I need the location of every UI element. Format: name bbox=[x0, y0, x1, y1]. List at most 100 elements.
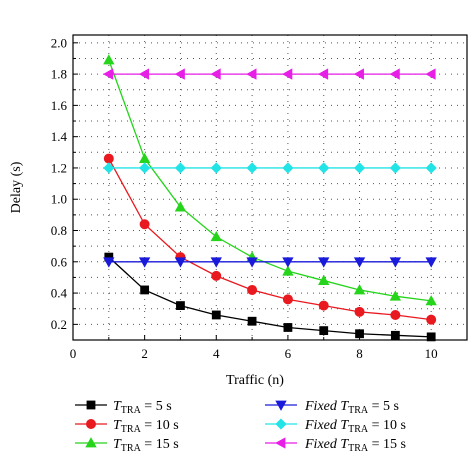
marker-triangle-left bbox=[353, 68, 364, 80]
legend: TTRA = 5 s TTRA = 10 s TTRA = 15 s Fixed TT… bbox=[75, 399, 406, 454]
legend-item: TTRA = 10 s bbox=[75, 418, 179, 435]
series-2 bbox=[103, 153, 437, 325]
marker-triangle-left bbox=[389, 68, 400, 80]
marker-triangle-up bbox=[318, 274, 330, 285]
marker-triangle-left bbox=[138, 68, 150, 80]
axis-ticks: 0 2 4 6 8 10 0.2 0.4 0.6 0.8 1.0 1.2 1.4 1.6 1.8 2.0 bbox=[51, 35, 468, 361]
marker-diamond bbox=[389, 162, 401, 174]
marker-diamond bbox=[282, 162, 294, 174]
marker-triangle-left bbox=[102, 68, 114, 80]
series-line bbox=[108, 256, 432, 338]
marker-circle bbox=[139, 219, 150, 230]
legend-item: Fixed TTRA = 10 s bbox=[265, 418, 406, 435]
marker-diamond bbox=[275, 418, 287, 430]
legend-item: TTRA = 5 s bbox=[75, 399, 172, 416]
series-6 bbox=[102, 68, 436, 80]
marker-triangle-up bbox=[425, 295, 437, 306]
marker-triangle-down bbox=[174, 257, 187, 268]
y-tick-label: 0.8 bbox=[51, 223, 67, 238]
marker-square bbox=[86, 400, 96, 410]
marker-triangle-left bbox=[246, 68, 257, 80]
series-line bbox=[108, 158, 432, 321]
marker-triangle-up bbox=[138, 152, 151, 163]
x-tick-label: 0 bbox=[70, 346, 77, 361]
y-tick-label: 1.4 bbox=[51, 129, 68, 144]
series-line bbox=[108, 59, 432, 302]
marker-diamond bbox=[210, 162, 222, 174]
marker-circle bbox=[86, 418, 97, 429]
series-1 bbox=[104, 252, 436, 342]
marker-triangle-down bbox=[275, 400, 287, 411]
marker-diamond bbox=[353, 162, 366, 174]
marker-triangle-down bbox=[318, 257, 330, 268]
marker-triangle-up bbox=[282, 265, 294, 276]
y-tick-label: 2.0 bbox=[51, 35, 67, 50]
y-axis-title: Delay (s) bbox=[9, 161, 24, 213]
marker-triangle-left bbox=[174, 68, 185, 80]
x-tick-label: 2 bbox=[141, 346, 148, 361]
marker-triangle-up bbox=[389, 290, 402, 301]
marker-triangle-up bbox=[103, 54, 115, 65]
marker-diamond bbox=[425, 162, 437, 174]
series-3 bbox=[103, 54, 437, 306]
series-5 bbox=[103, 162, 437, 174]
marker-triangle-up bbox=[85, 437, 97, 448]
legend-label: Fixed TTRA = 5 s bbox=[304, 399, 399, 416]
marker-triangle-left bbox=[282, 68, 293, 80]
marker-triangle-up bbox=[210, 230, 222, 242]
marker-circle bbox=[318, 300, 329, 311]
marker-square bbox=[319, 326, 329, 336]
marker-circle bbox=[282, 294, 293, 305]
marker-diamond bbox=[174, 162, 187, 174]
marker-triangle-down bbox=[138, 257, 151, 268]
x-tick-label: 8 bbox=[356, 346, 363, 361]
legend-item: TTRA = 15 s bbox=[75, 437, 179, 454]
marker-triangle-down bbox=[282, 257, 294, 268]
marker-circle bbox=[426, 314, 437, 325]
legend-label: Fixed TTRA = 10 s bbox=[304, 418, 406, 435]
y-tick-label: 1.0 bbox=[51, 192, 67, 207]
marker-circle bbox=[211, 270, 222, 281]
legend-label: Fixed TTRA = 15 s bbox=[304, 437, 406, 454]
marker-triangle-down bbox=[103, 257, 115, 268]
marker-square bbox=[211, 310, 221, 320]
y-tick-label: 1.6 bbox=[51, 98, 68, 113]
marker-triangle-down bbox=[210, 257, 222, 268]
marker-diamond bbox=[246, 162, 258, 174]
legend-item: Fixed TTRA = 5 s bbox=[265, 399, 399, 416]
marker-square bbox=[283, 323, 293, 332]
marker-triangle-left bbox=[317, 68, 329, 80]
series-4 bbox=[103, 257, 437, 268]
marker-triangle-up bbox=[174, 201, 187, 212]
marker-diamond bbox=[139, 162, 151, 174]
y-tick-label: 0.2 bbox=[51, 317, 67, 332]
marker-circle bbox=[354, 306, 365, 317]
marker-triangle-left bbox=[210, 68, 221, 80]
legend-item: Fixed TTRA = 15 s bbox=[265, 437, 406, 454]
marker-diamond bbox=[103, 162, 115, 174]
marker-triangle-up bbox=[353, 284, 366, 295]
marker-square bbox=[247, 316, 257, 326]
marker-triangle-left bbox=[275, 437, 286, 449]
marker-square bbox=[140, 285, 150, 295]
y-tick-label: 1.8 bbox=[51, 67, 67, 82]
marker-triangle-down bbox=[353, 257, 366, 268]
marker-circle bbox=[247, 284, 258, 295]
plot-frame bbox=[72, 34, 468, 341]
marker-triangle-down bbox=[389, 257, 402, 268]
x-axis-title: Traffic (n) bbox=[226, 373, 284, 388]
marker-circle bbox=[390, 309, 401, 320]
legend-label: TTRA = 10 s bbox=[113, 418, 179, 435]
marker-triangle-left bbox=[425, 68, 436, 80]
marker-triangle-down bbox=[425, 257, 437, 268]
x-tick-label: 6 bbox=[285, 346, 292, 361]
y-tick-label: 0.6 bbox=[51, 254, 68, 269]
x-tick-label: 10 bbox=[425, 346, 438, 361]
marker-square bbox=[176, 301, 185, 310]
marker-triangle-down bbox=[246, 257, 258, 268]
marker-diamond bbox=[318, 162, 330, 174]
y-tick-label: 0.4 bbox=[51, 286, 68, 301]
legend-label: TTRA = 15 s bbox=[113, 437, 179, 454]
series-lines bbox=[102, 54, 437, 342]
